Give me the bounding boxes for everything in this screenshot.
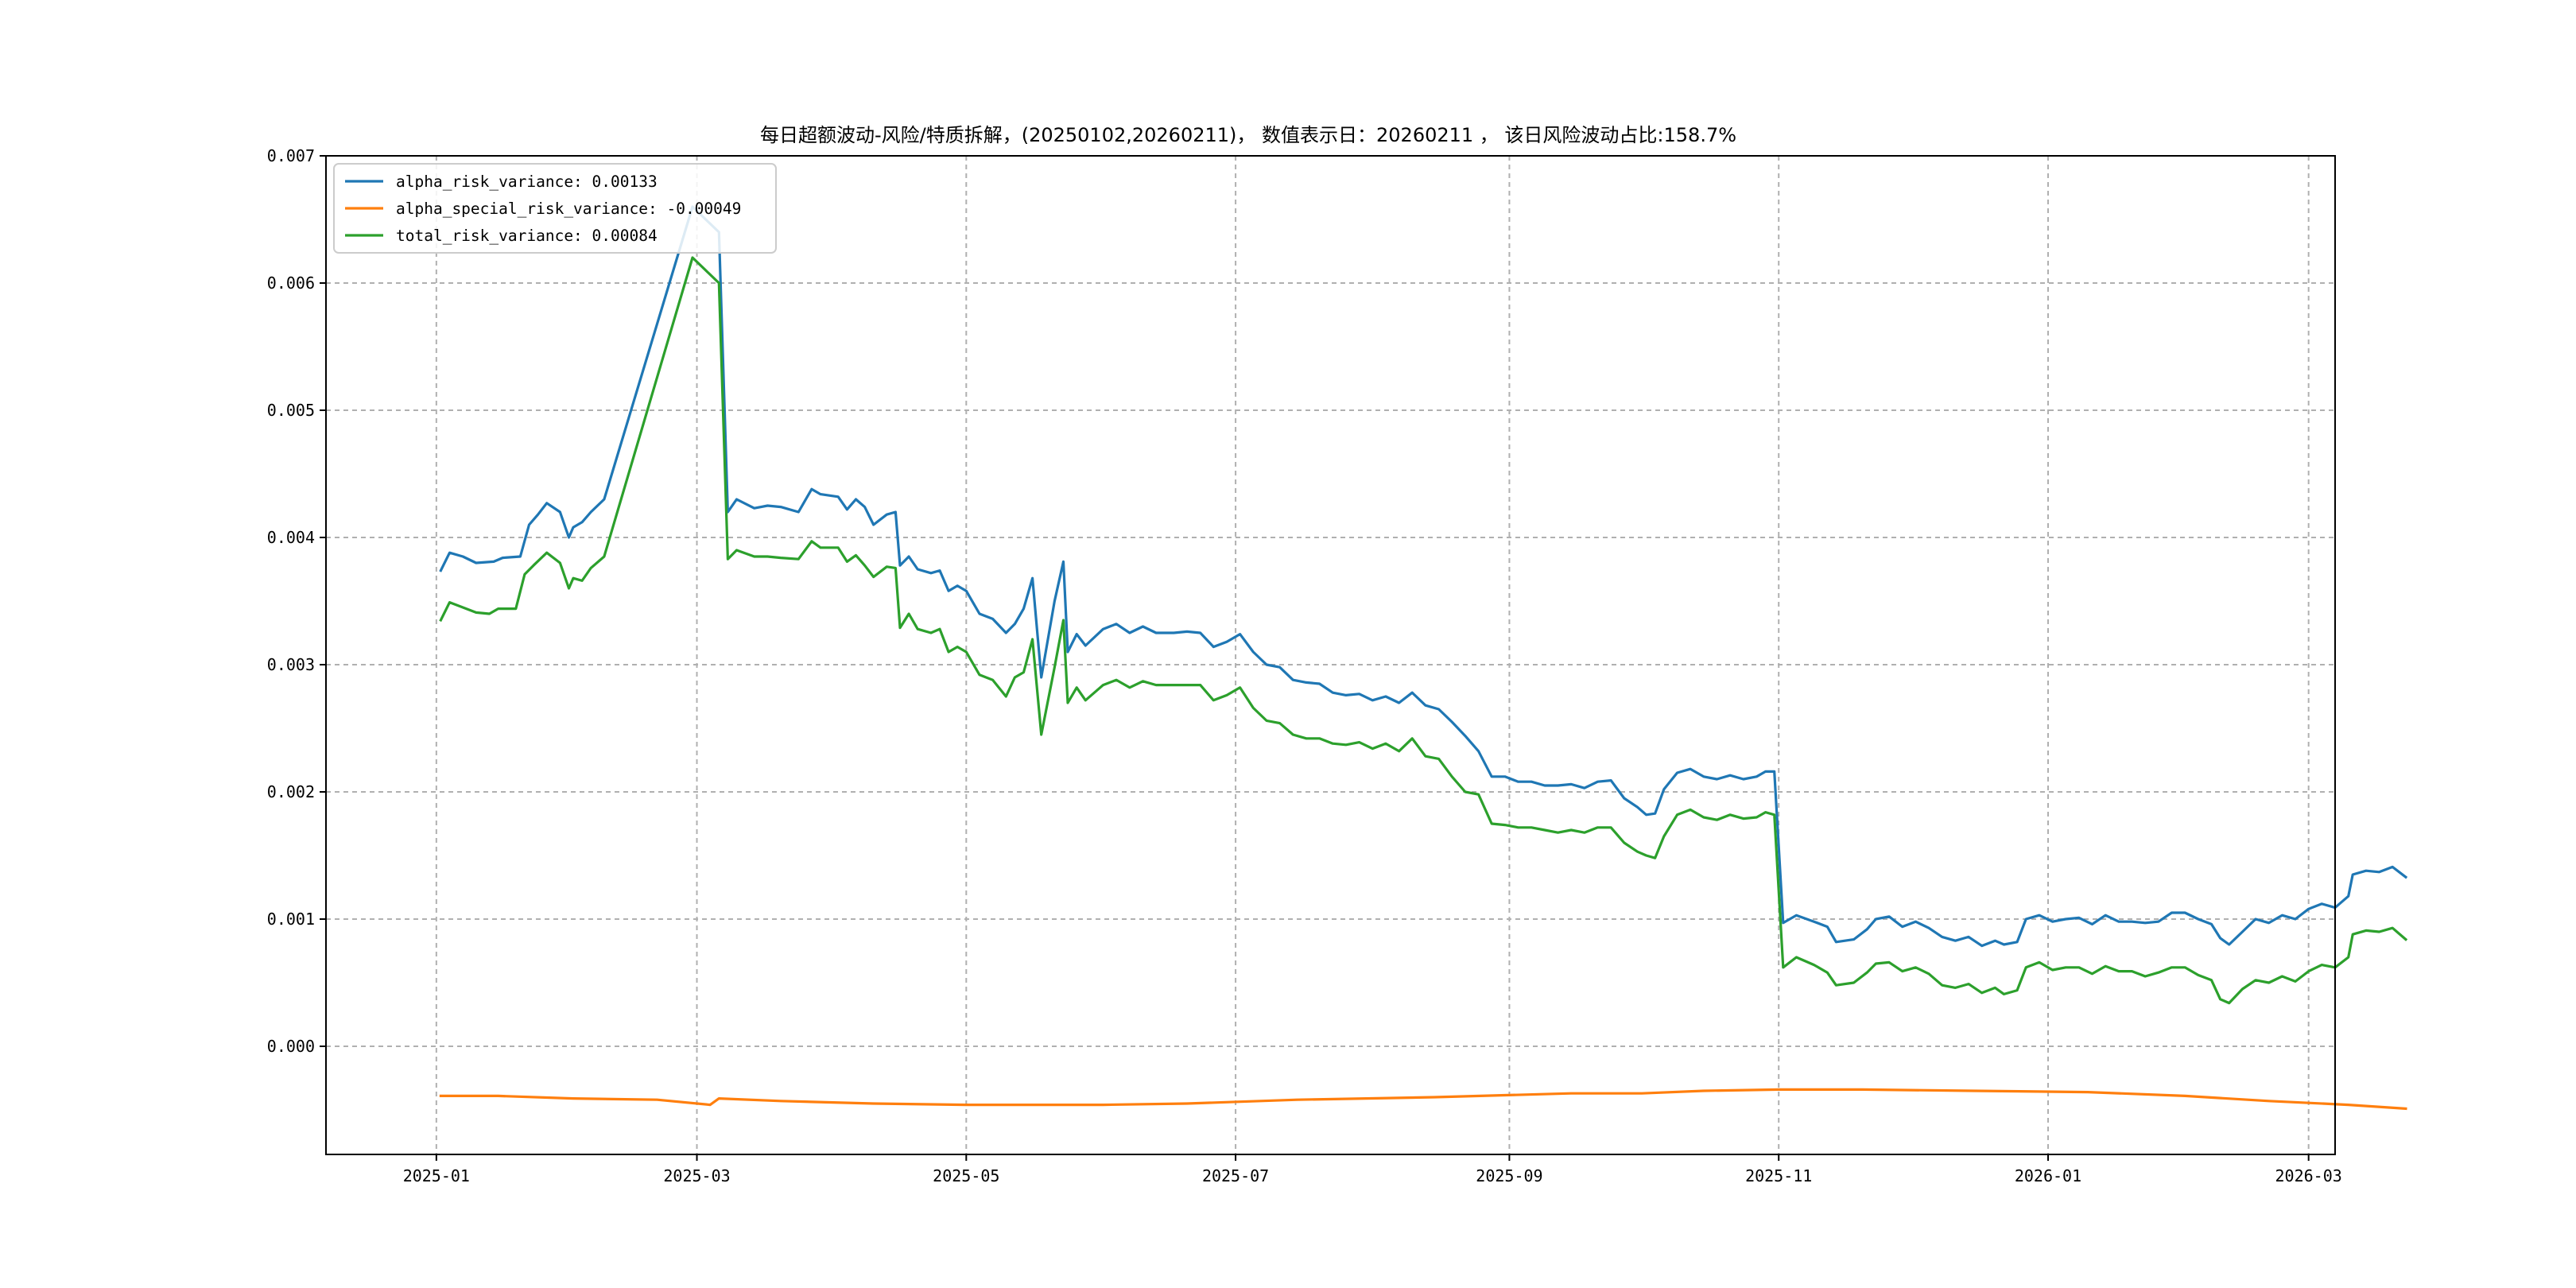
series-line-alpha-risk-variance <box>439 205 2408 948</box>
axes-frame <box>325 155 2336 1155</box>
plot-area: 2025-01 2025-03 2025-05 2025-07 2025-09 2025-… <box>267 146 2408 1185</box>
chart-title: 每日超额波动-风险/特质拆解，(20250102,20260211)， 数值表示… <box>760 124 1736 146</box>
x-tick-label: 2026-01 <box>2015 1166 2081 1185</box>
y-tick-label: 0.002 <box>267 782 315 801</box>
y-tick-label: 0.007 <box>267 146 315 165</box>
x-tick-label: 2025-09 <box>1476 1166 1542 1185</box>
x-tick-label: 2025-11 <box>1745 1166 1812 1185</box>
legend-items: alpha_risk_variance: 0.00133 alpha_specia… <box>345 173 741 245</box>
y-tick-label: 0.004 <box>267 528 315 547</box>
legend: alpha_risk_variance: 0.00133 alpha_specia… <box>333 163 777 254</box>
legend-label: alpha_risk_variance: 0.00133 <box>396 173 658 191</box>
grid-lines <box>326 155 2335 1154</box>
legend-label: total_risk_variance: 0.00084 <box>396 227 658 245</box>
x-tick-label: 2025-03 <box>663 1166 730 1185</box>
series-line-alpha-special-risk-variance <box>439 1088 2407 1111</box>
legend-box <box>333 163 777 254</box>
y-tick-label: 0.003 <box>267 655 315 674</box>
series-line-total-risk-variance <box>439 256 2408 1005</box>
series-lines <box>439 205 2408 1111</box>
y-axis: 0.000 0.001 0.002 0.003 0.004 0.005 0.006 0.007 <box>267 146 326 1056</box>
y-tick-label: 0.006 <box>267 274 315 293</box>
y-tick-label: 0.005 <box>267 401 315 420</box>
x-tick-label: 2025-01 <box>403 1166 470 1185</box>
x-tick-label: 2026-03 <box>2275 1166 2342 1185</box>
x-axis: 2025-01 2025-03 2025-05 2025-07 2025-09 2025-… <box>403 1154 2342 1185</box>
x-tick-label: 2025-05 <box>933 1166 999 1185</box>
legend-label: alpha_special_risk_variance: -0.00049 <box>396 200 741 218</box>
y-tick-label: 0.000 <box>267 1037 315 1056</box>
plot-background <box>326 156 2335 1154</box>
x-tick-label: 2025-07 <box>1202 1166 1269 1185</box>
y-tick-label: 0.001 <box>267 910 315 929</box>
